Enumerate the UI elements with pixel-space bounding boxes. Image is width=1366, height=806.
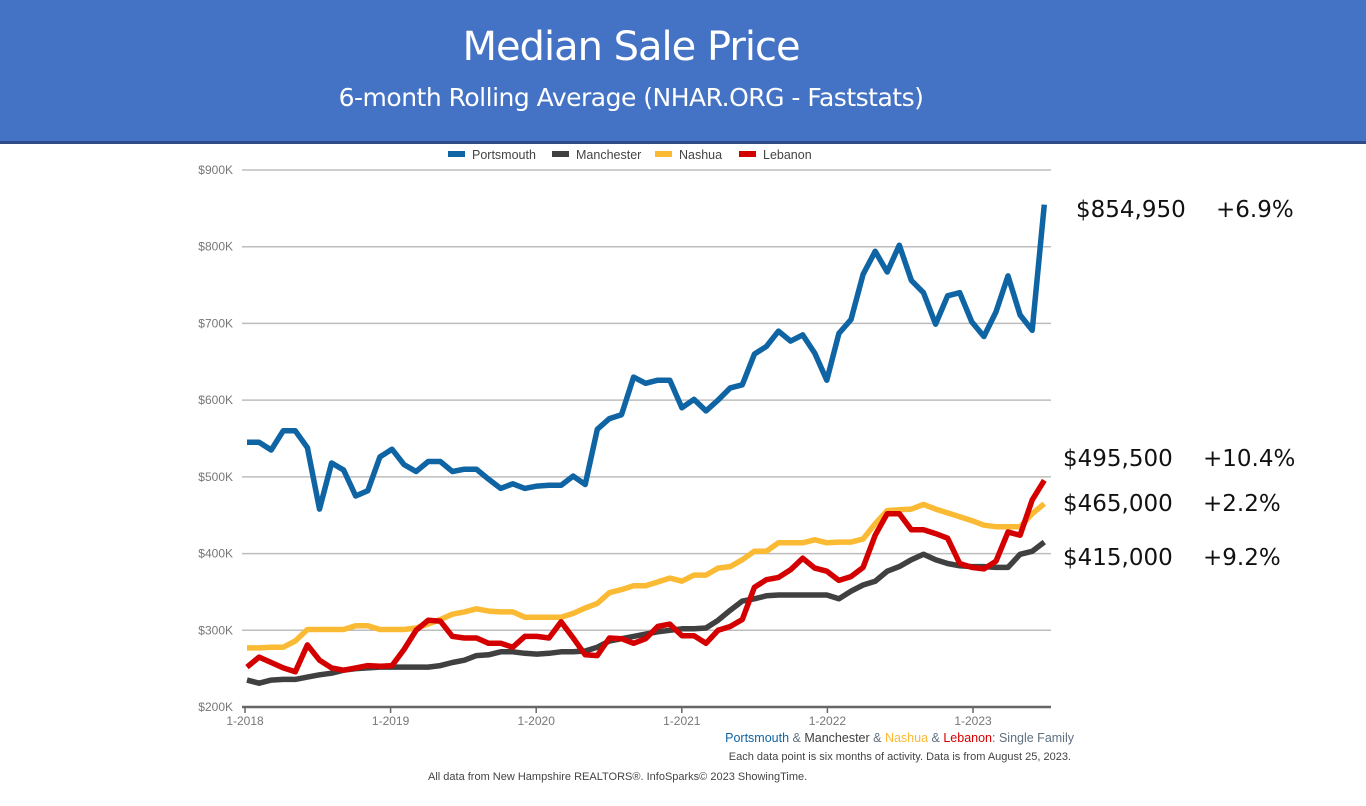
caption-part: & xyxy=(928,731,944,745)
x-tick-label: 1-2018 xyxy=(226,714,264,728)
y-tick-label: $300K xyxy=(198,623,233,637)
caption-part: & xyxy=(869,731,885,745)
x-tick-label: 1-2019 xyxy=(372,714,410,728)
series-line-portsmouth xyxy=(247,204,1048,512)
legend-label: Manchester xyxy=(576,148,641,162)
annotation-value: $495,500 xyxy=(1063,446,1173,472)
series-line-lebanon xyxy=(245,478,1047,675)
legend-label: Portsmouth xyxy=(472,148,536,162)
annotation-nashua: $465,000 +2.2% xyxy=(1063,491,1281,517)
gridlines xyxy=(242,169,1051,632)
annotation-manchester: $415,000 +9.2% xyxy=(1063,545,1281,571)
legend-swatch xyxy=(739,151,756,157)
legend-item-nashua: Nashua xyxy=(655,148,722,162)
caption-part: Nashua xyxy=(884,731,929,745)
y-tick-label: $500K xyxy=(198,470,233,484)
legend-item-lebanon: Lebanon xyxy=(739,148,812,162)
annotation-change: +9.2% xyxy=(1203,545,1281,571)
annotation-lebanon: $495,500 +10.4% xyxy=(1063,446,1295,472)
series-line-nashua xyxy=(247,501,1047,651)
header-banner: Median Sale Price 6-month Rolling Averag… xyxy=(0,0,1366,144)
caption-part: Lebanon xyxy=(943,731,993,745)
chart-title: Median Sale Price xyxy=(462,24,800,70)
y-axis-ticks: $200K $300K $400K $500K $600K $700K $800K $900K xyxy=(198,163,233,714)
x-tick-label: 1-2022 xyxy=(809,714,847,728)
legend-item-manchester: Manchester xyxy=(552,148,641,162)
legend: Portsmouth Manchester Nashua Lebanon xyxy=(448,148,812,162)
series-caption: Portsmouth & Manchester & Nashua & Leban… xyxy=(725,731,1074,745)
caption-part: Manchester xyxy=(804,731,870,745)
annotation-value: $854,950 xyxy=(1076,197,1186,223)
data-note: Each data point is six months of activit… xyxy=(728,751,1071,763)
footer-credit: All data from New Hampshire REALTORS®. I… xyxy=(428,771,808,783)
y-tick-label: $600K xyxy=(198,393,233,407)
x-tick-label: 1-2021 xyxy=(663,714,701,728)
legend-swatch xyxy=(448,151,465,157)
annotation-portsmouth: $854,950 +6.9% xyxy=(1076,197,1294,223)
legend-swatch xyxy=(655,151,672,157)
annotation-change: +10.4% xyxy=(1203,446,1296,472)
y-tick-label: $700K xyxy=(198,316,233,330)
x-tick-label: 1-2020 xyxy=(518,714,556,728)
legend-label: Lebanon xyxy=(763,148,812,162)
annotation-change: +2.2% xyxy=(1203,491,1281,517)
x-axis: 1-2018 1-2019 1-2020 1-2021 1-2022 1-2023 xyxy=(226,705,1051,728)
chart-subtitle: 6-month Rolling Average (NHAR.ORG - Fast… xyxy=(338,83,924,112)
annotation-value: $415,000 xyxy=(1063,545,1173,571)
legend-swatch xyxy=(552,151,569,157)
series-lines xyxy=(245,204,1048,686)
series-line-manchester xyxy=(246,539,1046,686)
caption-part: : Single Family xyxy=(992,731,1074,745)
legend-label: Nashua xyxy=(679,148,722,162)
x-tick-label: 1-2023 xyxy=(954,714,992,728)
annotation-value: $465,000 xyxy=(1063,491,1173,517)
y-tick-label: $900K xyxy=(198,163,233,177)
y-tick-label: $400K xyxy=(198,547,233,561)
y-tick-label: $800K xyxy=(198,240,233,254)
y-tick-label: $200K xyxy=(198,700,233,714)
annotation-change: +6.9% xyxy=(1216,197,1294,223)
legend-item-portsmouth: Portsmouth xyxy=(448,148,536,162)
caption-part: Portsmouth xyxy=(725,731,790,745)
caption-part: & xyxy=(789,731,805,745)
